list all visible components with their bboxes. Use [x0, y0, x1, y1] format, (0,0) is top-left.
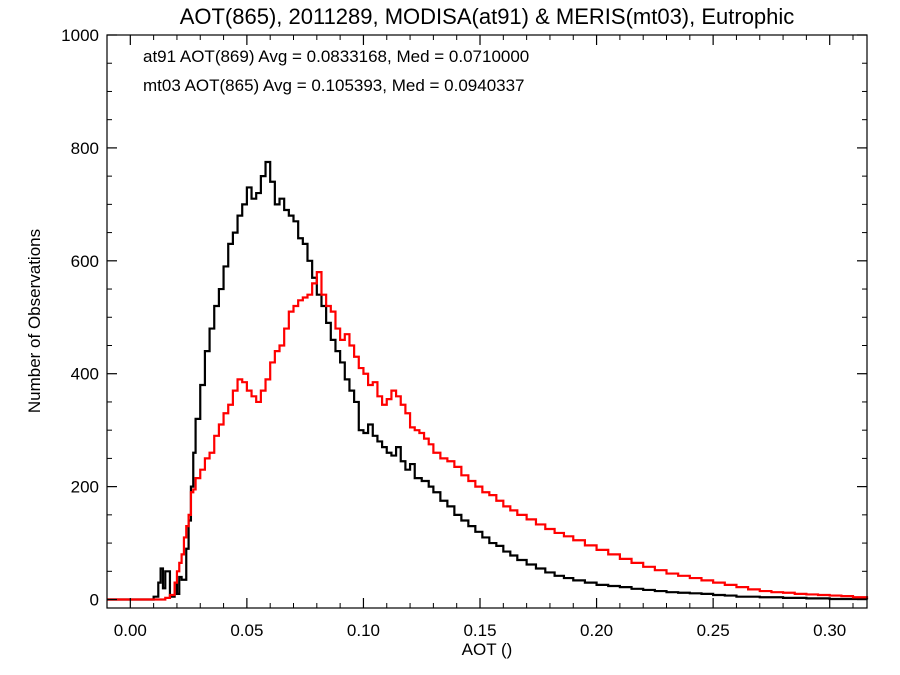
y-axis-label: Number of Observations	[25, 229, 44, 413]
y-tick-label: 0	[90, 591, 99, 610]
x-tick-label: 0.00	[114, 621, 147, 640]
axes: 0.00 0.05 0.10 0.15 0.20 0.25 0.30 0 200 400 600 80…	[61, 26, 868, 640]
plot-frame	[106, 34, 868, 609]
x-tick-label: 0.25	[697, 621, 730, 640]
x-axis-label: AOT ()	[462, 640, 513, 659]
x-tick-label: 0.20	[580, 621, 613, 640]
series-line-mt03	[107, 271, 869, 601]
series-line-at91	[107, 160, 869, 601]
y-tick-label: 800	[71, 139, 99, 158]
y-tick-label: 400	[71, 365, 99, 384]
x-tick-label: 0.30	[813, 621, 846, 640]
y-tick-label: 600	[71, 252, 99, 271]
x-tick-label: 0.05	[230, 621, 263, 640]
x-tick-label: 0.15	[463, 621, 496, 640]
series-layer	[107, 160, 869, 601]
chart-title: AOT(865), 2011289, MODISA(at91) & MERIS(…	[180, 4, 795, 29]
annotation-mt03: mt03 AOT(865) Avg = 0.105393, Med = 0.09…	[143, 76, 525, 95]
x-tick-label: 0.10	[347, 621, 380, 640]
y-tick-label: 200	[71, 478, 99, 497]
annotation-at91: at91 AOT(869) Avg = 0.0833168, Med = 0.0…	[143, 47, 529, 66]
y-tick-label: 1000	[61, 26, 99, 45]
